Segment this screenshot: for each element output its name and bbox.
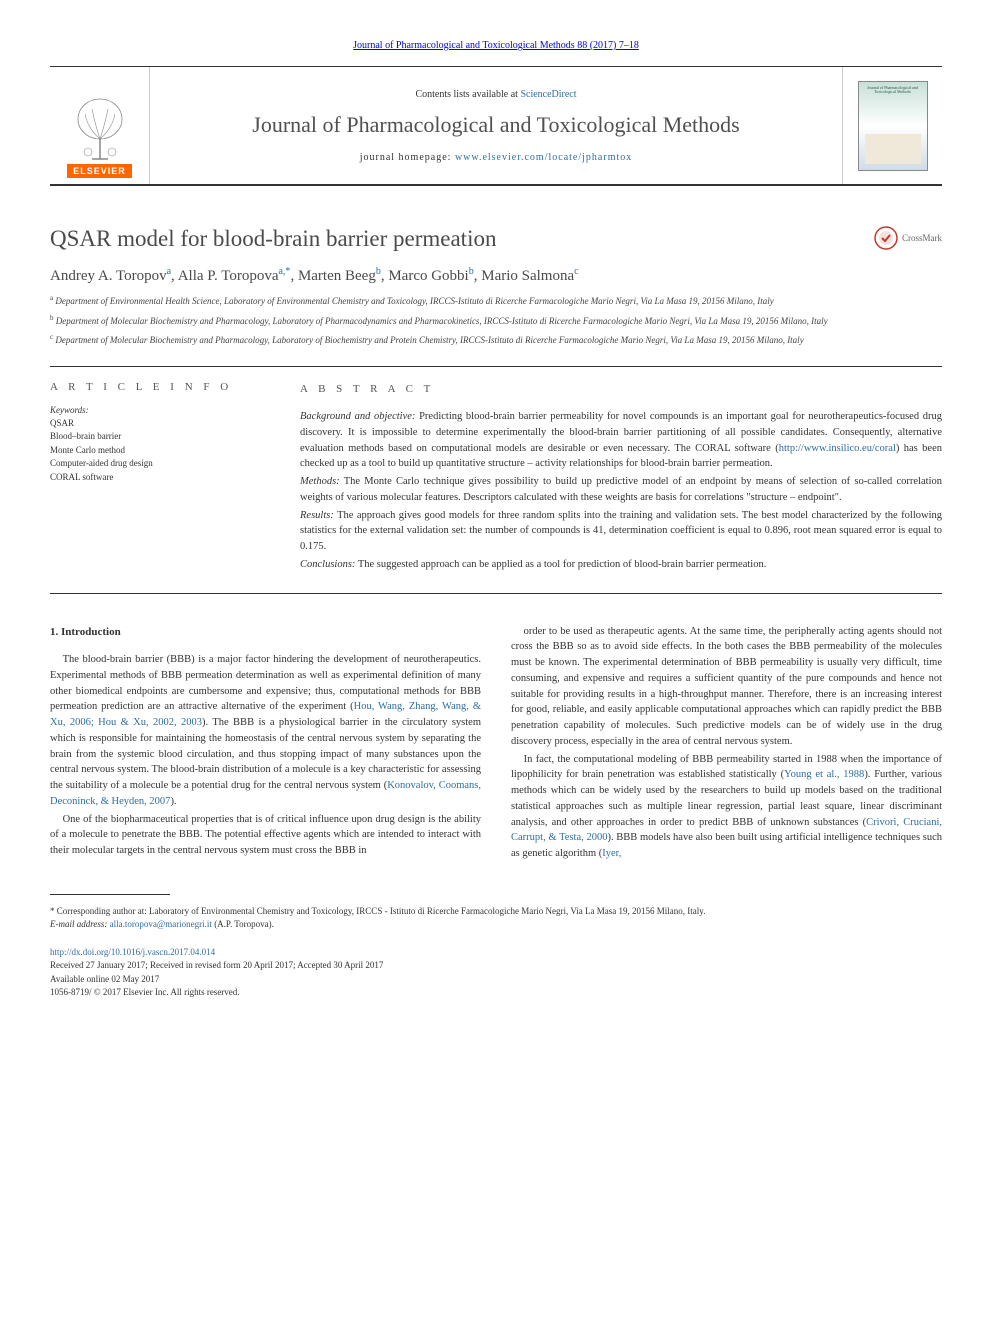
abstract-paragraph: Results: The approach gives good models … xyxy=(300,508,942,555)
available-line: Available online 02 May 2017 xyxy=(50,973,942,987)
keywords-list: QSARBlood–brain barrierMonte Carlo metho… xyxy=(50,417,270,485)
cover-thumb-image xyxy=(865,134,921,164)
divider xyxy=(50,593,942,594)
journal-name: Journal of Pharmacological and Toxicolog… xyxy=(160,112,832,138)
contents-prefix: Contents lists available at xyxy=(415,89,520,100)
body-paragraph: One of the biopharmaceutical properties … xyxy=(50,812,481,859)
homepage-link[interactable]: www.elsevier.com/locate/jpharmtox xyxy=(455,152,632,163)
abstract-paragraph: Conclusions: The suggested approach can … xyxy=(300,557,942,573)
body-col-right: order to be used as therapeutic agents. … xyxy=(511,624,942,864)
journal-cover: Journal of Pharmacological and Toxicolog… xyxy=(842,67,942,184)
body-columns: 1. Introduction The blood-brain barrier … xyxy=(50,624,942,864)
body-col-left: 1. Introduction The blood-brain barrier … xyxy=(50,624,481,864)
elsevier-label: ELSEVIER xyxy=(67,164,132,178)
crossmark-badge[interactable]: CrossMark xyxy=(874,226,942,250)
elsevier-tree-icon xyxy=(70,94,130,164)
abstract-paragraph: Methods: The Monte Carlo technique gives… xyxy=(300,474,942,506)
journal-homepage: journal homepage: www.elsevier.com/locat… xyxy=(160,152,832,163)
journal-center: Contents lists available at ScienceDirec… xyxy=(150,67,842,184)
article-title: QSAR model for blood-brain barrier perme… xyxy=(50,226,874,252)
keywords-label: Keywords: xyxy=(50,405,270,415)
email-link[interactable]: alla.toropova@marionegri.it xyxy=(110,919,212,929)
body-paragraph: In fact, the computational modeling of B… xyxy=(511,752,942,862)
received-line: Received 27 January 2017; Received in re… xyxy=(50,959,942,973)
keyword: Monte Carlo method xyxy=(50,444,270,458)
crossmark-icon xyxy=(874,226,898,250)
affiliation: b Department of Molecular Biochemistry a… xyxy=(50,313,942,329)
email-suffix: (A.P. Toropova). xyxy=(212,919,274,929)
email-line: E-mail address: alla.toropova@marionegri… xyxy=(50,918,942,932)
article-title-row: QSAR model for blood-brain barrier perme… xyxy=(50,226,942,252)
info-abstract-row: A R T I C L E I N F O Keywords: QSARBloo… xyxy=(50,381,942,575)
corresponding-text: * Corresponding author at: Laboratory of… xyxy=(50,905,942,919)
body-paragraph: order to be used as therapeutic agents. … xyxy=(511,624,942,750)
abstract-heading: A B S T R A C T xyxy=(300,381,942,398)
abstract-paragraph: Background and objective: Predicting blo… xyxy=(300,409,942,472)
cover-thumb-title: Journal of Pharmacological and Toxicolog… xyxy=(863,86,923,95)
doi-block: http://dx.doi.org/10.1016/j.vascn.2017.0… xyxy=(50,946,942,1000)
affiliation: c Department of Molecular Biochemistry a… xyxy=(50,332,942,348)
section-heading: 1. Introduction xyxy=(50,624,481,641)
elsevier-logo: ELSEVIER xyxy=(50,67,150,184)
keyword: QSAR xyxy=(50,417,270,431)
article-info-heading: A R T I C L E I N F O xyxy=(50,381,270,393)
journal-header-box: ELSEVIER Contents lists available at Sci… xyxy=(50,66,942,186)
citation-header: Journal of Pharmacological and Toxicolog… xyxy=(50,40,942,51)
article-info: A R T I C L E I N F O Keywords: QSARBloo… xyxy=(50,381,270,575)
citation-link[interactable]: Journal of Pharmacological and Toxicolog… xyxy=(353,40,639,51)
body-paragraph: The blood-brain barrier (BBB) is a major… xyxy=(50,652,481,810)
abstract: A B S T R A C T Background and objective… xyxy=(300,381,942,575)
contents-list: Contents lists available at ScienceDirec… xyxy=(160,89,832,100)
affiliation: a Department of Environmental Health Sci… xyxy=(50,293,942,309)
copyright-line: 1056-8719/ © 2017 Elsevier Inc. All righ… xyxy=(50,986,942,1000)
corresponding-author: * Corresponding author at: Laboratory of… xyxy=(50,905,942,932)
footer-separator xyxy=(50,894,170,895)
divider xyxy=(50,366,942,367)
keyword: Blood–brain barrier xyxy=(50,430,270,444)
crossmark-label: CrossMark xyxy=(902,233,942,243)
authors: Andrey A. Toropova, Alla P. Toropovaa,*,… xyxy=(50,266,942,285)
email-label: E-mail address: xyxy=(50,919,110,929)
keyword: Computer-aided drug design xyxy=(50,457,270,471)
homepage-prefix: journal homepage: xyxy=(360,152,455,163)
keyword: CORAL software xyxy=(50,471,270,485)
cover-thumbnail: Journal of Pharmacological and Toxicolog… xyxy=(858,81,928,171)
doi-link[interactable]: http://dx.doi.org/10.1016/j.vascn.2017.0… xyxy=(50,947,215,957)
sciencedirect-link[interactable]: ScienceDirect xyxy=(520,89,576,100)
